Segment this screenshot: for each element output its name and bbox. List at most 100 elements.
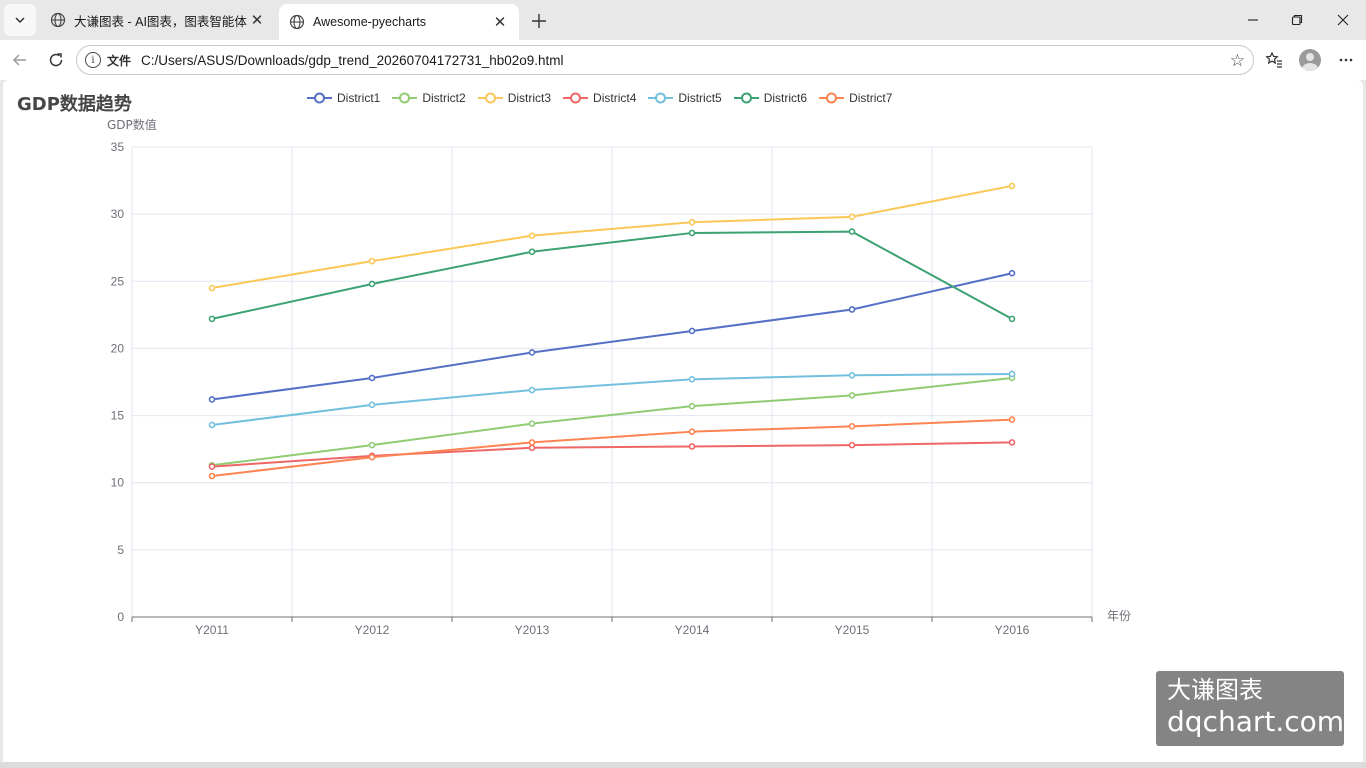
back-button[interactable] (6, 46, 34, 74)
data-point[interactable] (528, 386, 536, 394)
bookmark-star-icon[interactable]: ☆ (1229, 51, 1245, 70)
close-tab-icon[interactable]: ✕ (250, 12, 264, 29)
data-point[interactable] (528, 248, 536, 256)
data-point[interactable] (688, 443, 696, 450)
restore-button[interactable] (1274, 0, 1320, 40)
data-point[interactable] (208, 421, 216, 429)
legend-line-icon (307, 92, 332, 104)
series-line[interactable] (211, 272, 1013, 401)
data-point[interactable] (688, 428, 696, 435)
y-axis-title: GDP数值 (107, 117, 157, 132)
data-point[interactable] (528, 420, 536, 427)
close-icon (1337, 14, 1349, 26)
legend-item-district6[interactable]: District6 (733, 90, 808, 106)
data-point[interactable] (848, 306, 856, 313)
series-line[interactable] (211, 372, 1013, 426)
data-point[interactable] (208, 463, 216, 470)
data-point[interactable] (1008, 416, 1016, 423)
tab-title: 大谦图表 - AI图表，图表智能体， (74, 14, 248, 29)
data-point[interactable] (848, 371, 856, 379)
x-tick-label: Y2013 (515, 623, 550, 637)
browser-toolbar: i 文件 C:/Users/ASUS/Downloads/gdp_trend_2… (0, 40, 1366, 80)
data-point[interactable] (688, 376, 696, 383)
data-point[interactable] (368, 441, 376, 449)
x-tick-label: Y2012 (355, 623, 390, 637)
data-point[interactable] (368, 401, 376, 409)
legend-item-district4[interactable]: District4 (563, 90, 636, 106)
close-window-button[interactable] (1320, 0, 1366, 40)
y-tick-label: 5 (117, 543, 124, 557)
series-district5[interactable] (208, 370, 1016, 429)
watermark: 大谦图表 dqchart.com (1156, 671, 1344, 746)
x-tick-label: Y2015 (835, 623, 870, 637)
data-point[interactable] (528, 349, 536, 356)
data-point[interactable] (208, 396, 216, 403)
series-district7[interactable] (208, 416, 1016, 480)
data-point[interactable] (368, 280, 376, 288)
series-district6[interactable] (208, 228, 1016, 323)
series-line[interactable] (211, 441, 1013, 468)
data-point[interactable] (368, 374, 376, 382)
legend-item-district5[interactable]: District5 (648, 90, 722, 106)
url-text[interactable]: C:/Users/ASUS/Downloads/gdp_trend_202607… (141, 52, 564, 68)
legend-item-district1[interactable]: District1 (307, 90, 380, 106)
page-viewport: GDP数据趋势 District1 District2 District3 Distr… (3, 80, 1363, 762)
data-point[interactable] (688, 229, 696, 237)
data-point[interactable] (848, 392, 856, 399)
data-point[interactable] (528, 444, 536, 452)
y-tick-label: 15 (111, 409, 125, 423)
series-line[interactable] (211, 230, 1013, 320)
data-point[interactable] (1008, 315, 1016, 323)
info-icon[interactable]: i (85, 52, 101, 68)
legend-line-icon (733, 92, 759, 104)
data-point[interactable] (1008, 269, 1016, 277)
tab-awesome-pyecharts[interactable]: Awesome-pyecharts ✕ (279, 4, 519, 40)
data-point[interactable] (1008, 182, 1016, 190)
data-point[interactable] (368, 453, 376, 461)
series-district3[interactable] (208, 182, 1016, 292)
data-point[interactable] (848, 228, 856, 235)
series-line[interactable] (211, 376, 1013, 467)
data-point[interactable] (848, 213, 856, 221)
profile-button[interactable] (1296, 46, 1324, 74)
line-chart: 0 5 10 15 20 25 30 35 Y2011 Y2012 Y2013 Y2014 Y2015 Y… (107, 117, 1131, 637)
legend-label: District2 (422, 91, 466, 105)
data-point[interactable] (208, 472, 216, 480)
data-point[interactable] (1008, 439, 1016, 446)
y-tick-label: 35 (111, 140, 125, 154)
legend-line-icon (563, 92, 589, 104)
more-menu-button[interactable] (1332, 46, 1360, 74)
data-point[interactable] (208, 315, 216, 323)
reload-button[interactable] (42, 46, 70, 74)
minimize-button[interactable] (1230, 0, 1276, 40)
series-district4[interactable] (208, 439, 1016, 470)
data-point[interactable] (528, 232, 536, 239)
data-point[interactable] (688, 218, 696, 226)
avatar (1299, 49, 1321, 71)
legend-item-district2[interactable]: District2 (392, 90, 466, 106)
favorites-button[interactable] (1260, 46, 1288, 74)
legend-item-district7[interactable]: District7 (819, 90, 892, 106)
close-tab-icon[interactable]: ✕ (493, 14, 507, 31)
data-point[interactable] (688, 402, 696, 410)
address-bar[interactable]: i 文件 C:/Users/ASUS/Downloads/gdp_trend_2… (76, 45, 1254, 75)
legend-label: District6 (763, 91, 808, 105)
data-point[interactable] (848, 441, 856, 449)
x-tick-label: Y2016 (995, 623, 1030, 637)
new-tab-button[interactable] (526, 8, 552, 34)
data-point[interactable] (368, 257, 376, 265)
series-line[interactable] (211, 184, 1013, 289)
legend-item-district3[interactable]: District3 (477, 90, 552, 106)
data-point[interactable] (528, 439, 536, 446)
tab-dqchart[interactable]: 大谦图表 - AI图表，图表智能体， ✕ (40, 4, 276, 36)
series-district1[interactable] (208, 269, 1016, 403)
legend-label: District3 (507, 91, 552, 105)
tab-search-button[interactable] (4, 4, 36, 36)
data-point[interactable] (1008, 370, 1016, 378)
data-point[interactable] (688, 327, 696, 335)
legend-line-icon (819, 92, 845, 104)
series-line[interactable] (211, 418, 1013, 477)
data-point[interactable] (208, 284, 216, 292)
chart-title: GDP数据趋势 (17, 94, 132, 115)
data-point[interactable] (848, 423, 856, 430)
